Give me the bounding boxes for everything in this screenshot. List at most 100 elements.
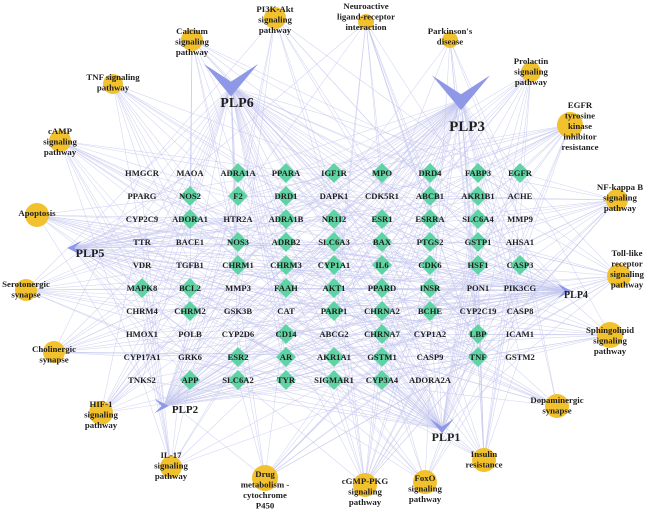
edge xyxy=(163,287,383,407)
gene-label: ADRB2 xyxy=(272,237,301,247)
edge xyxy=(429,124,571,197)
edge xyxy=(429,287,485,461)
gene-marker xyxy=(372,347,392,367)
edge xyxy=(170,287,191,468)
edge xyxy=(381,124,571,174)
compound-label: PLP3 xyxy=(449,119,485,135)
gene-label: ADRA1B xyxy=(269,214,304,224)
edge xyxy=(429,275,620,312)
edge xyxy=(189,39,193,312)
gene-marker xyxy=(324,163,344,183)
edge xyxy=(141,287,172,468)
edge xyxy=(519,218,558,407)
gene-marker xyxy=(180,301,200,321)
edge xyxy=(141,21,367,335)
edge xyxy=(163,195,287,407)
gene-label: TGFB1 xyxy=(176,260,204,270)
edge xyxy=(460,99,521,266)
edge xyxy=(364,172,521,486)
compound-marker xyxy=(432,75,490,111)
gene-node-nos3: NOS3 xyxy=(227,232,249,252)
gene-label: PIK3CG xyxy=(504,283,537,293)
edge xyxy=(141,86,232,266)
gene-label: LBP xyxy=(470,329,487,339)
pathway-marker xyxy=(353,473,377,497)
gene-marker xyxy=(132,278,152,298)
gene-node-chrm4: CHRM4 xyxy=(126,306,158,316)
pathway-label-line: interaction xyxy=(345,22,386,32)
edge xyxy=(285,172,611,336)
edge xyxy=(100,264,239,414)
gene-marker xyxy=(420,255,440,275)
pathway-label-line: synapse xyxy=(39,355,68,365)
gene-marker xyxy=(276,370,296,390)
edge xyxy=(381,334,611,381)
gene-node-bcl2: BCL2 xyxy=(179,278,201,298)
edge xyxy=(264,356,431,479)
edge xyxy=(381,99,462,289)
edge xyxy=(381,264,568,292)
gene-node-gstm1: GSTM1 xyxy=(367,347,397,367)
gene-marker xyxy=(180,186,200,206)
edge xyxy=(285,264,366,486)
gene-label: FABP3 xyxy=(465,168,491,178)
gene-node-nos2: NOS2 xyxy=(179,186,201,206)
gene-marker xyxy=(276,232,296,252)
gene-marker xyxy=(468,209,488,229)
gene-node-app: APP xyxy=(180,370,200,390)
edge xyxy=(163,195,239,407)
gene-node-parp1: PARP1 xyxy=(321,301,347,321)
edge xyxy=(189,287,426,483)
edge xyxy=(36,214,239,220)
gene-node-fabp3: FABP3 xyxy=(465,163,491,183)
pathway-label-line: Toll-like xyxy=(612,248,643,258)
edge xyxy=(477,290,568,358)
gene-label: CDK6 xyxy=(418,260,442,270)
edge xyxy=(25,289,239,381)
pathway-label-line: kinase xyxy=(568,121,592,131)
gene-node-cyp2c9: CYP2C9 xyxy=(126,214,158,224)
gene-label: ABCG2 xyxy=(319,329,348,339)
gene-node-adora1: ADORA1 xyxy=(172,209,208,229)
gene-label: CYP3A4 xyxy=(366,375,399,385)
edge xyxy=(53,264,191,353)
gene-label: CHRM1 xyxy=(222,260,254,270)
pathway-nodes: PI3K-AktsignalingpathwayNeuroactiveligan… xyxy=(2,1,644,511)
edge xyxy=(460,99,521,289)
gene-node-chrm1: CHRM1 xyxy=(222,255,254,275)
pathway-label-line: resistance xyxy=(466,460,503,470)
gene-node-ttr: TTR xyxy=(133,237,151,247)
edge xyxy=(460,99,521,174)
edge xyxy=(477,71,532,358)
gene-label: ADRA1A xyxy=(220,168,256,178)
gene-node-bax: BAX xyxy=(372,232,392,252)
edge xyxy=(191,39,431,174)
edge xyxy=(429,124,571,174)
edge xyxy=(483,356,521,461)
edge xyxy=(519,275,620,358)
gene-node-polb: POLB xyxy=(178,329,202,339)
gene-label: GSTM1 xyxy=(367,352,397,362)
pathway-label-line: signaling xyxy=(610,269,644,279)
edge xyxy=(163,333,521,407)
edge xyxy=(25,264,191,291)
gene-label: BCL2 xyxy=(179,283,201,293)
edge xyxy=(381,356,558,407)
gene-node-insr: INSR xyxy=(420,278,441,298)
edge xyxy=(424,333,521,483)
edge xyxy=(100,218,143,414)
gene-node-tyr: TYR xyxy=(276,370,296,390)
gene-node-akr1b1: AKR1B1 xyxy=(461,186,495,206)
gene-node-icam1: ICAM1 xyxy=(506,329,534,339)
edge xyxy=(141,124,571,358)
pathway-marker xyxy=(43,341,65,363)
edge xyxy=(381,99,462,197)
edge xyxy=(71,195,191,249)
